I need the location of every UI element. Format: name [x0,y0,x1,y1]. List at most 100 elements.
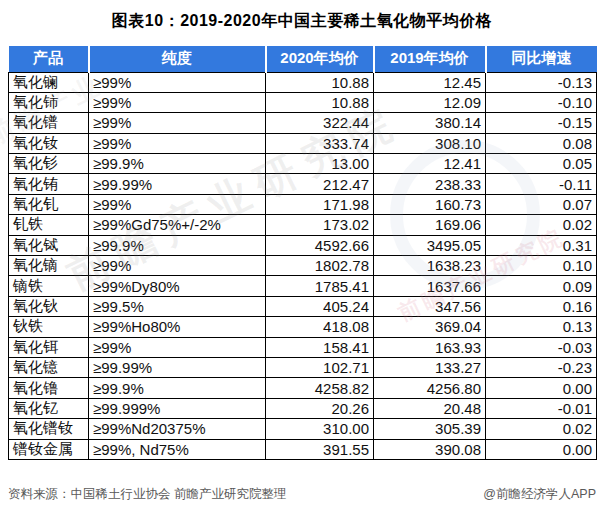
purity-cell: ≥99% [89,194,266,214]
price-2020-cell: 310.00 [266,419,374,439]
price-2020-cell: 10.88 [266,92,374,112]
price-2020-cell: 333.74 [266,133,374,153]
product-cell: 氧化镧 [9,72,89,92]
yoy-cell: 0.31 [486,235,597,255]
table-row: 氧化镨钕≥99%Nd20375%310.00305.390.02 [9,419,597,439]
price-2019-cell: 380.14 [374,113,486,133]
yoy-cell: 0.02 [486,419,597,439]
yoy-cell: 0.00 [486,439,597,459]
price-2020-cell: 102.71 [266,357,374,377]
product-cell: 钆铁 [9,215,89,235]
product-cell: 氧化铕 [9,174,89,194]
product-cell: 镝铁 [9,276,89,296]
purity-cell: ≥99% [89,92,266,112]
table-row: 氧化镧≥99%10.8812.45-0.13 [9,72,597,92]
purity-cell: ≥99% [89,113,266,133]
col-header-price-2019: 2019年均价 [374,46,486,72]
table-row: 氧化镨≥99%322.44380.14-0.15 [9,113,597,133]
price-2019-cell: 169.06 [374,215,486,235]
yoy-cell: 0.05 [486,154,597,174]
figure-title: 图表10：2019-2020年中国主要稀土氧化物平均价格 [0,11,604,32]
product-cell: 氧化钆 [9,194,89,214]
price-2019-cell: 20.48 [374,398,486,418]
yoy-cell: 0.00 [486,378,597,398]
price-2020-cell: 10.88 [266,72,374,92]
purity-cell: ≥99%Nd20375% [89,419,266,439]
price-2019-cell: 12.09 [374,92,486,112]
price-2019-cell: 4256.80 [374,378,486,398]
price-table-wrap: 产品 纯度 2020年均价 2019年均价 同比增速 氧化镧≥99%10.881… [8,46,596,460]
yoy-cell: -0.03 [486,337,597,357]
purity-cell: ≥99.9% [89,235,266,255]
source-note: 资料来源：中国稀土行业协会 前瞻产业研究院整理 [8,486,286,503]
purity-cell: ≥99.9% [89,378,266,398]
price-2020-cell: 405.24 [266,296,374,316]
yoy-cell: 0.10 [486,256,597,276]
price-2020-cell: 171.98 [266,194,374,214]
product-cell: 氧化铒 [9,337,89,357]
price-2019-cell: 305.39 [374,419,486,439]
product-cell: 氧化钕 [9,133,89,153]
table-row: 镨钕金属≥99%, Nd75%391.55390.080.00 [9,439,597,459]
product-cell: 氧化镱 [9,357,89,377]
product-cell: 氧化钇 [9,398,89,418]
price-2019-cell: 163.93 [374,337,486,357]
table-row: 氧化铈≥99%10.8812.09-0.10 [9,92,597,112]
price-2019-cell: 347.56 [374,296,486,316]
yoy-cell: 0.16 [486,296,597,316]
purity-cell: ≥99%Gd75%+/-2% [89,215,266,235]
product-cell: 氧化镨 [9,113,89,133]
table-row: 氧化铽≥99.9%4592.663495.050.31 [9,235,597,255]
table-row: 氧化钇≥99.999%20.2620.48-0.01 [9,398,597,418]
col-header-purity: 纯度 [89,46,266,72]
header-row: 产品 纯度 2020年均价 2019年均价 同比增速 [9,46,597,72]
purity-cell: ≥99.99% [89,357,266,377]
purity-cell: ≥99%Dy80% [89,276,266,296]
table-row: 钆铁≥99%Gd75%+/-2%173.02169.060.02 [9,215,597,235]
price-table-body: 氧化镧≥99%10.8812.45-0.13氧化铈≥99%10.8812.09-… [9,72,597,459]
price-2020-cell: 173.02 [266,215,374,235]
price-2020-cell: 158.41 [266,337,374,357]
brand-credit: @前瞻经济学人APP [483,486,596,503]
product-cell: 氧化铽 [9,235,89,255]
table-row: 氧化镝≥99%1802.781638.230.10 [9,256,597,276]
yoy-cell: -0.23 [486,357,597,377]
price-2019-cell: 1638.23 [374,256,486,276]
yoy-cell: -0.11 [486,174,597,194]
price-2019-cell: 1637.66 [374,276,486,296]
yoy-cell: -0.15 [486,113,597,133]
price-2019-cell: 133.27 [374,357,486,377]
purity-cell: ≥99.5% [89,296,266,316]
figure-footer: 资料来源：中国稀土行业协会 前瞻产业研究院整理 @前瞻经济学人APP [8,486,596,503]
table-row: 氧化钬≥99.5%405.24347.560.16 [9,296,597,316]
product-cell: 钬铁 [9,317,89,337]
price-2019-cell: 238.33 [374,174,486,194]
table-row: 钬铁≥99%Ho80%418.08369.040.13 [9,317,597,337]
price-2020-cell: 391.55 [266,439,374,459]
price-2020-cell: 322.44 [266,113,374,133]
table-row: 氧化钕≥99%333.74308.100.08 [9,133,597,153]
price-2020-cell: 13.00 [266,154,374,174]
table-row: 氧化钐≥99.9%13.0012.410.05 [9,154,597,174]
purity-cell: ≥99% [89,133,266,153]
yoy-cell: 0.09 [486,276,597,296]
price-2019-cell: 160.73 [374,194,486,214]
table-row: 氧化铕≥99.99%212.47238.33-0.11 [9,174,597,194]
price-2020-cell: 4258.82 [266,378,374,398]
product-cell: 氧化镥 [9,378,89,398]
col-header-yoy-growth: 同比增速 [486,46,597,72]
purity-cell: ≥99%, Nd75% [89,439,266,459]
product-cell: 镨钕金属 [9,439,89,459]
price-table-header: 产品 纯度 2020年均价 2019年均价 同比增速 [9,46,597,72]
purity-cell: ≥99.9% [89,154,266,174]
yoy-cell: -0.10 [486,92,597,112]
purity-cell: ≥99% [89,72,266,92]
purity-cell: ≥99% [89,256,266,276]
purity-cell: ≥99.999% [89,398,266,418]
yoy-cell: 0.13 [486,317,597,337]
purity-cell: ≥99% [89,337,266,357]
table-row: 氧化钆≥99%171.98160.730.07 [9,194,597,214]
report-figure-page: 图表10：2019-2020年中国主要稀土氧化物平均价格 前瞻产业研究院 前瞻产… [0,0,604,514]
price-2020-cell: 418.08 [266,317,374,337]
price-2019-cell: 3495.05 [374,235,486,255]
